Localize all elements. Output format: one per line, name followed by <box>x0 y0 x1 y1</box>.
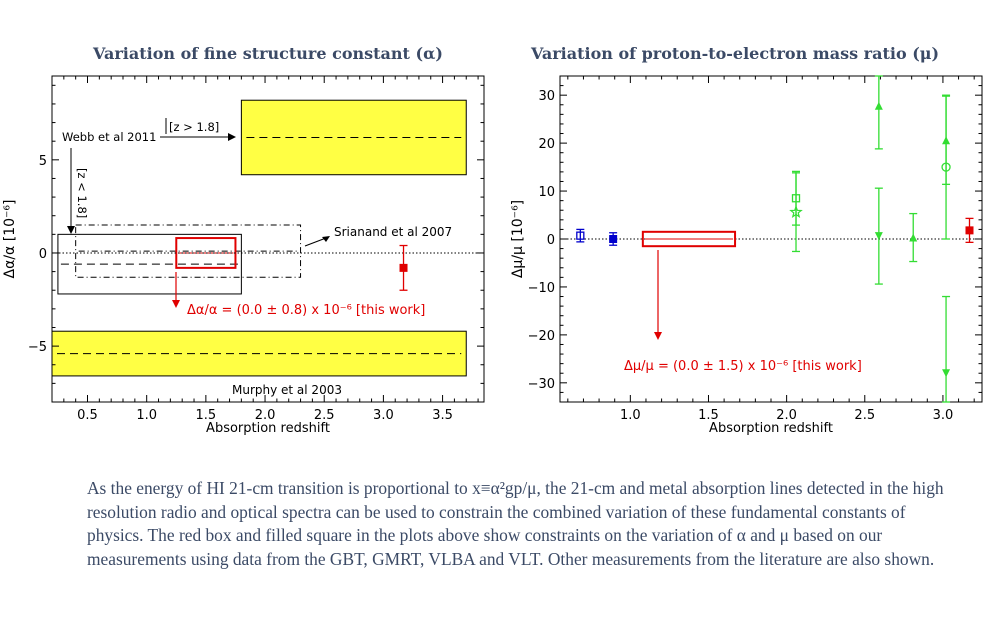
right-chart-title: Variation of proton-to-electron mass rat… <box>530 44 940 63</box>
region-2 <box>57 233 242 295</box>
annotation-murphy: Murphy et al 2003 <box>232 383 342 397</box>
region-3 <box>75 224 302 278</box>
figure-caption: As the energy of HI 21-cm transition is … <box>87 478 944 569</box>
annotation-srianand-arrow <box>304 237 327 247</box>
x-tick-label: 2.0 <box>255 408 276 423</box>
x-tick-label: 1.5 <box>196 408 217 423</box>
plot-frame <box>51 75 485 403</box>
annotation-webb-arrowhead <box>228 133 236 141</box>
alpha-point-0 <box>399 263 408 272</box>
annotation-lowz-arrowhead <box>67 226 75 234</box>
y-tick-label: 5 <box>39 154 47 169</box>
x-tick-label: 3.5 <box>432 408 453 423</box>
x-tick-label: 0.5 <box>77 408 98 423</box>
alpha-chart: 0.5 1.0 1.5 2.0 2.5 3.0 3.5 −5 0 5 Absorption reds… <box>2 75 485 436</box>
annotation-thiswork-arrowhead <box>172 300 180 308</box>
x-tick-label: 2.5 <box>314 408 335 423</box>
left-chart-title: Variation of fine structure constant (α) <box>93 44 443 63</box>
x-axis-label: Absorption redshift <box>206 421 330 436</box>
annotation-lowz: [z < 1.8] <box>75 168 89 218</box>
annotation-webb: Webb et al 2011 <box>62 130 156 144</box>
y-axis-label: Δα/α [10⁻⁶] <box>2 200 18 279</box>
annotation-webb-bracket: [z > 1.8] <box>169 120 219 134</box>
y-tick-label: 0 <box>39 247 47 262</box>
x-tick-label: 3.0 <box>373 408 394 423</box>
y-tick-label: −5 <box>28 340 47 355</box>
annotation-thiswork: Δα/α = (0.0 ± 0.8) x 10⁻⁶ [this work] <box>187 303 425 318</box>
annotation-srianand: Srianand et al 2007 <box>334 225 452 239</box>
x-tick-label: 1.0 <box>136 408 157 423</box>
annotation-srianand-arrowhead <box>322 236 330 242</box>
